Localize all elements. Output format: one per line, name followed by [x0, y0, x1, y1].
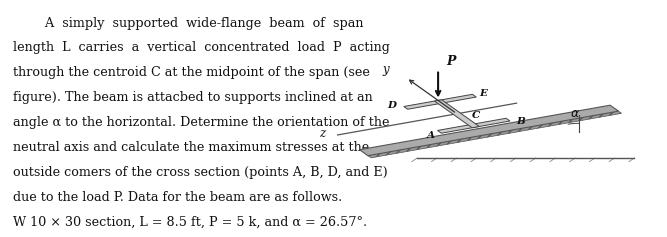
- Text: y: y: [383, 63, 390, 76]
- Text: B: B: [516, 118, 525, 127]
- Polygon shape: [366, 110, 622, 158]
- Text: figure). The beam is attacbed to supports inclined at an: figure). The beam is attacbed to support…: [13, 91, 373, 104]
- Polygon shape: [404, 94, 476, 109]
- Text: A: A: [427, 131, 435, 140]
- Text: C: C: [472, 111, 480, 120]
- Text: neutral axis and calculate the maximum stresses at the: neutral axis and calculate the maximum s…: [13, 141, 370, 154]
- Text: due to the load P. Data for the beam are as follows.: due to the load P. Data for the beam are…: [13, 191, 343, 204]
- Text: outside comers of the cross section (points A, B, D, and E): outside comers of the cross section (poi…: [13, 166, 388, 179]
- Text: D: D: [388, 101, 396, 110]
- Text: z: z: [319, 127, 325, 140]
- Text: angle α to the horizontal. Determine the orientation of the: angle α to the horizontal. Determine the…: [13, 116, 390, 129]
- Text: E: E: [479, 89, 487, 98]
- Polygon shape: [438, 118, 510, 133]
- Text: length  L  carries  a  vertical  concentrated  load  P  acting: length L carries a vertical concentrated…: [13, 41, 390, 55]
- Text: through the centroid C at the midpoint of the span (see: through the centroid C at the midpoint o…: [13, 66, 370, 79]
- Text: P: P: [446, 55, 456, 68]
- Text: W 10 × 30 section, L = 8.5 ft, P = 5 k, and α = 26.57°.: W 10 × 30 section, L = 8.5 ft, P = 5 k, …: [13, 216, 368, 229]
- Polygon shape: [434, 100, 480, 128]
- Polygon shape: [360, 105, 618, 156]
- Text: $\alpha$: $\alpha$: [570, 107, 580, 120]
- Text: A  simply  supported  wide-flange  beam  of  span: A simply supported wide-flange beam of s…: [13, 17, 364, 30]
